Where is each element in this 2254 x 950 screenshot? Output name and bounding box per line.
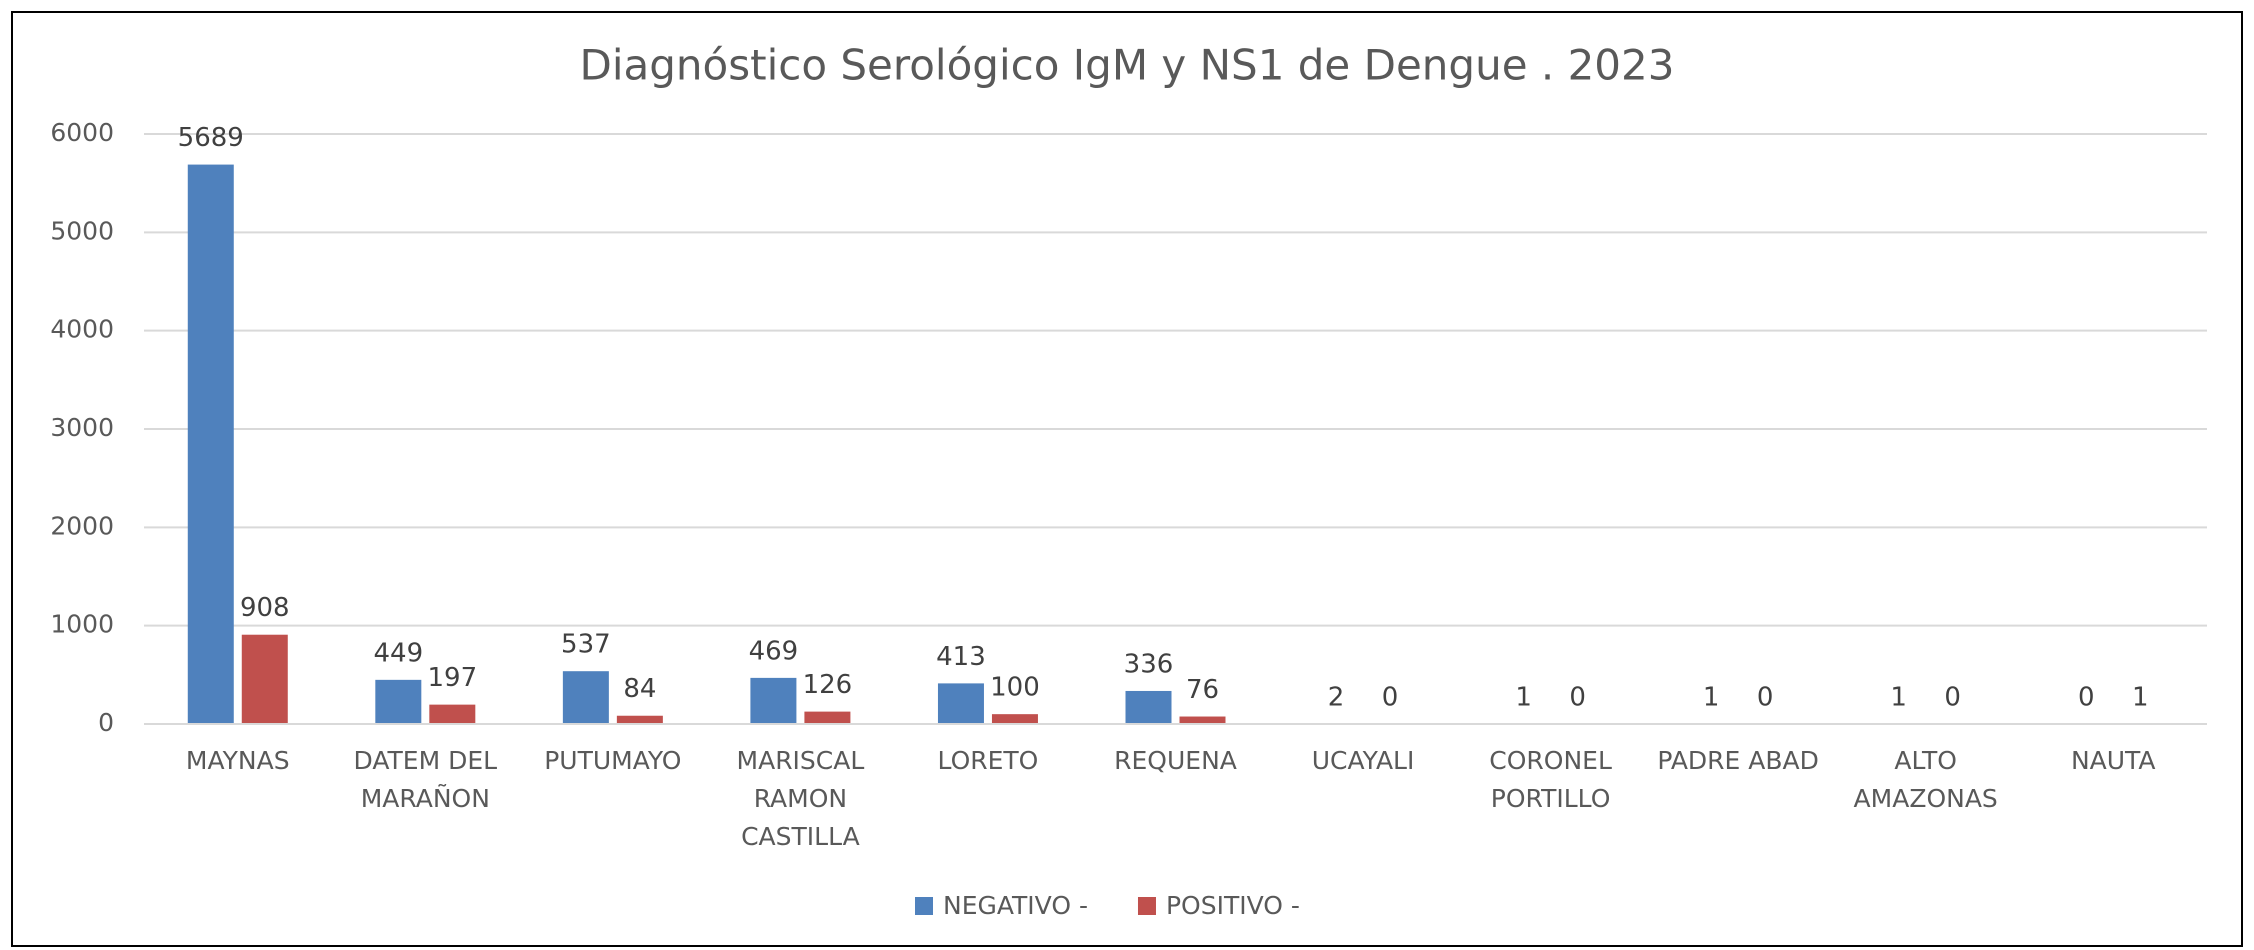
y-tick-label: 4000 bbox=[50, 315, 114, 344]
data-label: 449 bbox=[373, 638, 423, 668]
y-tick-label: 2000 bbox=[50, 511, 114, 540]
data-label: 413 bbox=[936, 642, 986, 672]
y-tick-label: 0 bbox=[98, 708, 114, 737]
x-tick-label: LORETO bbox=[938, 746, 1039, 775]
x-tick-label: DATEM DEL MARAÑON bbox=[354, 746, 498, 813]
legend-swatch bbox=[915, 897, 933, 915]
y-tick-label: 1000 bbox=[50, 610, 114, 639]
data-label: 0 bbox=[1944, 683, 1961, 713]
data-label: 126 bbox=[803, 670, 853, 700]
data-label: 5689 bbox=[178, 123, 244, 153]
chart-frame bbox=[11, 11, 2243, 947]
data-label: 537 bbox=[561, 630, 611, 660]
data-label: 908 bbox=[240, 593, 290, 623]
bar bbox=[937, 683, 984, 724]
x-tick-label: REQUENA bbox=[1114, 746, 1237, 775]
y-tick-label: 3000 bbox=[50, 413, 114, 442]
data-label: 0 bbox=[1382, 683, 1399, 713]
data-label: 84 bbox=[623, 674, 656, 704]
x-tick-label: NAUTA bbox=[2071, 746, 2156, 775]
x-tick-label: CORONEL PORTILLO bbox=[1489, 746, 1612, 813]
x-tick-label: PADRE ABAD bbox=[1657, 746, 1819, 775]
x-tick-label: UCAYALI bbox=[1312, 746, 1415, 775]
x-tick-label: ALTO AMAZONAS bbox=[1854, 746, 1998, 813]
data-label: 0 bbox=[2078, 683, 2095, 713]
data-label: 1 bbox=[1703, 682, 1720, 712]
data-label: 469 bbox=[749, 636, 799, 666]
bar bbox=[375, 679, 422, 724]
legend-label: POSITIVO - bbox=[1166, 891, 1300, 920]
data-label: 2 bbox=[1328, 682, 1345, 712]
bar bbox=[1125, 690, 1172, 724]
data-label: 197 bbox=[427, 663, 477, 693]
legend-swatch bbox=[1137, 897, 1156, 915]
bar bbox=[750, 677, 797, 724]
data-label: 76 bbox=[1186, 675, 1219, 705]
bar bbox=[804, 711, 851, 724]
bar bbox=[187, 164, 234, 724]
y-tick-label: 6000 bbox=[50, 118, 114, 147]
data-label: 1 bbox=[1515, 682, 1532, 712]
bar bbox=[1179, 716, 1226, 724]
bar bbox=[562, 671, 609, 724]
bar bbox=[241, 634, 288, 724]
data-label: 1 bbox=[1890, 682, 1907, 712]
data-label: 336 bbox=[1124, 649, 1174, 679]
bar bbox=[616, 715, 663, 724]
y-tick-label: 5000 bbox=[50, 216, 114, 245]
data-label: 1 bbox=[2132, 682, 2149, 712]
x-tick-label: MAYNAS bbox=[186, 746, 290, 775]
x-tick-label: MARISCAL RAMON CASTILLA bbox=[737, 746, 865, 851]
chart-title: Diagnóstico Serológico IgM y NS1 de Deng… bbox=[580, 41, 1675, 90]
bar bbox=[429, 704, 476, 724]
x-tick-label: PUTUMAYO bbox=[544, 746, 681, 775]
data-label: 0 bbox=[1757, 683, 1774, 713]
data-label: 0 bbox=[1569, 683, 1586, 713]
legend-label: NEGATIVO - bbox=[943, 891, 1088, 920]
data-label: 100 bbox=[990, 673, 1040, 703]
bar bbox=[991, 714, 1038, 724]
